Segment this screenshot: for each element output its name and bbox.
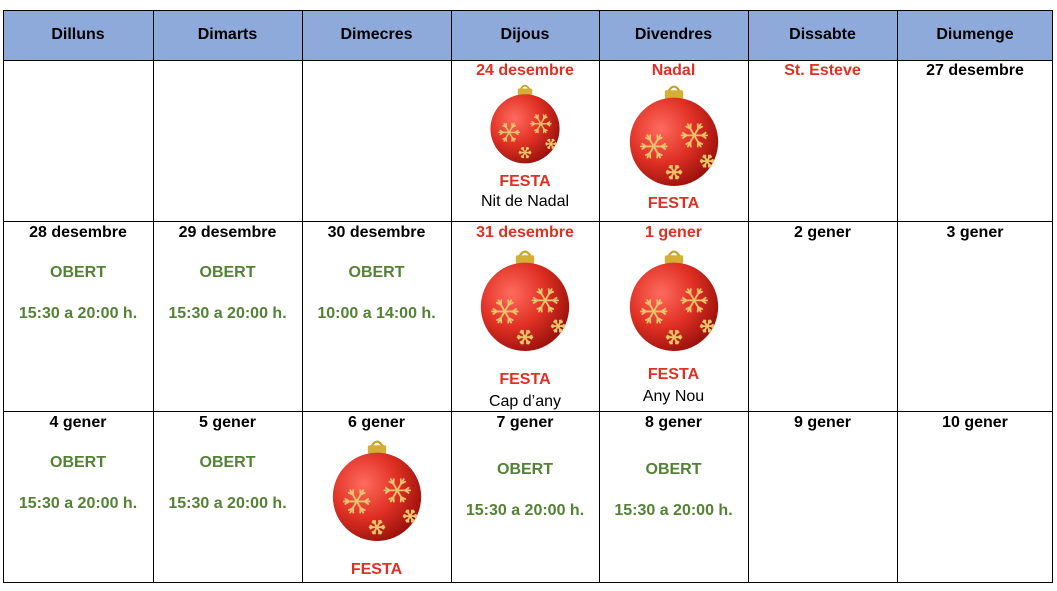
day-date-label: 7 gener bbox=[496, 414, 554, 431]
grid-line bbox=[302, 10, 303, 583]
holiday-name: Nit de Nadal bbox=[480, 193, 570, 210]
weekday-saturday: Dissabte bbox=[789, 26, 856, 43]
day-date-label: 27 desembre bbox=[926, 62, 1024, 79]
calendar-day-cell: 2 gener bbox=[748, 221, 897, 411]
calendar-day-cell: 7 gener OBERT 15:30 a 20:00 h. bbox=[451, 411, 599, 582]
holiday-name: Any Nou bbox=[642, 388, 705, 405]
open-status: OBERT bbox=[348, 264, 405, 281]
calendar-day-cell: 3 gener bbox=[897, 221, 1053, 411]
day-date-label: 31 desembre bbox=[476, 224, 574, 241]
opening-hours: 15:30 a 20:00 h. bbox=[465, 502, 585, 519]
calendar-day-cell: 31 desembre FESTA Cap d’any bbox=[451, 221, 599, 411]
day-date-label: 5 gener bbox=[199, 414, 256, 431]
christmas-ornament-icon bbox=[331, 437, 423, 548]
calendar-day-cell: 8 gener OBERT 15:30 a 20:00 h. bbox=[599, 411, 748, 582]
grid-line bbox=[3, 582, 1053, 583]
holiday-label: FESTA bbox=[499, 173, 551, 190]
weekday-sunday: Diumenge bbox=[936, 26, 1014, 43]
calendar-day-cell: 9 gener bbox=[748, 411, 897, 582]
open-status: OBERT bbox=[199, 454, 256, 471]
day-date-label: St. Esteve bbox=[784, 62, 861, 79]
day-date-label: Nadal bbox=[651, 62, 696, 79]
grid-line bbox=[3, 221, 1053, 222]
calendar-day-cell bbox=[302, 60, 451, 221]
calendar-day-cell: 5 gener OBERT 15:30 a 20:00 h. bbox=[153, 411, 302, 582]
grid-line bbox=[3, 10, 4, 583]
opening-hours: 15:30 a 20:00 h. bbox=[168, 305, 287, 322]
day-date-label: 9 gener bbox=[794, 414, 851, 431]
calendar-day-cell: 30 desembre OBERT 10:00 a 14:00 h. bbox=[302, 221, 451, 411]
weekday-tuesday: Dimarts bbox=[197, 26, 258, 43]
grid-line bbox=[748, 10, 749, 583]
day-date-label: 4 gener bbox=[49, 414, 107, 431]
day-date-label: 30 desembre bbox=[327, 224, 426, 241]
holiday-label: FESTA bbox=[647, 195, 700, 212]
christmas-ornament-icon bbox=[489, 82, 561, 170]
weekday-header-row: Dilluns Dimarts Dimecres Dijous Divendre… bbox=[3, 10, 1053, 60]
holiday-calendar: Dilluns Dimarts Dimecres Dijous Divendre… bbox=[3, 10, 1053, 583]
christmas-ornament-icon bbox=[628, 247, 720, 358]
day-date-label: 6 gener bbox=[348, 414, 405, 431]
open-status: OBERT bbox=[50, 264, 106, 281]
weekday-friday: Divendres bbox=[634, 26, 713, 43]
weekday-thursday: Dijous bbox=[500, 26, 550, 43]
weekday-monday: Dilluns bbox=[51, 26, 105, 43]
day-date-label: 2 gener bbox=[794, 224, 851, 241]
grid-line bbox=[153, 10, 154, 583]
holiday-name: Cap d’any bbox=[488, 393, 562, 410]
holiday-label: FESTA bbox=[647, 366, 700, 383]
calendar-day-cell: 10 gener bbox=[897, 411, 1053, 582]
calendar-day-cell bbox=[153, 60, 302, 221]
grid-line bbox=[897, 10, 898, 583]
day-date-label: 3 gener bbox=[946, 224, 1004, 241]
day-date-label: 28 desembre bbox=[29, 224, 127, 241]
calendar-day-cell: 1 gener FESTA Any Nou bbox=[599, 221, 748, 411]
christmas-ornament-icon bbox=[479, 247, 571, 358]
grid-line bbox=[3, 10, 1053, 11]
day-date-label: 10 gener bbox=[942, 414, 1008, 431]
holiday-label: FESTA bbox=[350, 561, 403, 578]
open-status: OBERT bbox=[199, 264, 256, 281]
day-date-label: 8 gener bbox=[645, 414, 702, 431]
calendar-day-cell: Nadal FESTA bbox=[599, 60, 748, 221]
calendar-day-cell bbox=[3, 60, 153, 221]
calendar-day-cell: 29 desembre OBERT 15:30 a 20:00 h. bbox=[153, 221, 302, 411]
calendar-day-cell: 6 gener FESTA bbox=[302, 411, 451, 582]
opening-hours: 15:30 a 20:00 h. bbox=[18, 305, 138, 322]
calendar-day-cell: St. Esteve bbox=[748, 60, 897, 221]
opening-hours: 15:30 a 20:00 h. bbox=[614, 502, 733, 519]
opening-hours: 15:30 a 20:00 h. bbox=[168, 495, 287, 512]
day-date-label: 24 desembre bbox=[476, 62, 574, 79]
open-status: OBERT bbox=[50, 454, 106, 471]
day-date-label: 1 gener bbox=[645, 224, 702, 241]
grid-line bbox=[3, 411, 1053, 412]
open-status: OBERT bbox=[497, 461, 553, 478]
christmas-ornament-icon bbox=[628, 82, 720, 193]
holiday-label: FESTA bbox=[499, 371, 551, 388]
calendar-day-cell: 24 desembre FESTA Nit de Nadal bbox=[451, 60, 599, 221]
calendar-day-cell: 27 desembre bbox=[897, 60, 1053, 221]
day-date-label: 29 desembre bbox=[178, 224, 277, 241]
calendar-day-cell: 28 desembre OBERT 15:30 a 20:00 h. bbox=[3, 221, 153, 411]
opening-hours: 15:30 a 20:00 h. bbox=[18, 495, 138, 512]
grid-line bbox=[3, 60, 1053, 61]
open-status: OBERT bbox=[645, 461, 702, 478]
weekday-wednesday: Dimecres bbox=[340, 26, 413, 43]
grid-line bbox=[1052, 10, 1053, 583]
grid-line bbox=[451, 10, 452, 583]
grid-line bbox=[599, 10, 600, 583]
calendar-day-cell: 4 gener OBERT 15:30 a 20:00 h. bbox=[3, 411, 153, 582]
opening-hours: 10:00 a 14:00 h. bbox=[317, 305, 436, 322]
